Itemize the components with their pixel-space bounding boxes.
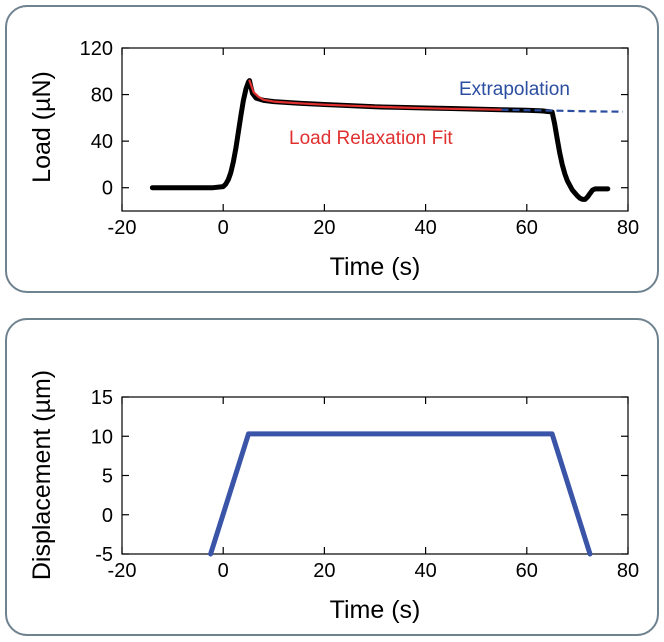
displacement-plot-frame [121,396,629,555]
displacement-y-tick-label: -5 [95,544,113,566]
displacement-y-axis-label: Displacement (µm) [28,370,56,580]
load-y-tick-label: 120 [80,38,113,60]
displacement-x-tick-label: -20 [108,560,137,582]
load-y-tick-label: 0 [102,178,113,200]
load-axes: -20 0 20 40 60 80 0 40 80 120 [80,38,640,239]
load-series-layer [149,78,623,202]
load-chart: -20 0 20 40 60 80 0 40 80 120 Extrapolation Load … [28,38,639,281]
load-series-line-1 [248,79,503,111]
load-x-tick-label: -20 [108,217,137,239]
displacement-x-tick-label: 0 [218,560,229,582]
load-y-tick-label: 80 [91,85,113,107]
load-x-tick-label: 80 [617,217,639,239]
load-plot-frame [121,47,629,212]
displacement-x-axis-label: Time (s) [330,596,421,624]
displacement-y-tick-label: 0 [102,505,113,527]
load-x-tick-label: 60 [516,217,538,239]
load-x-tick-label: 40 [414,217,436,239]
displacement-x-tick-label: 60 [516,560,538,582]
load-y-tick-label: 40 [91,131,113,153]
displacement-x-tick-label: 20 [313,560,335,582]
load-extrapolation-label: Extrapolation [459,79,570,100]
displacement-y-tick-label: 10 [91,426,113,448]
displacement-series-layer [208,431,593,557]
load-x-tick-label: 0 [218,217,229,239]
displacement-chart: -20 0 20 40 60 80 -5 0 5 10 15 Time (s) Displaceme… [28,370,639,624]
displacement-y-tick-label: 15 [91,387,113,409]
load-series-line-2 [501,108,623,113]
displacement-series-line-0 [208,431,593,557]
load-x-axis-label: Time (s) [330,253,421,281]
displacement-chart-panel [5,318,659,636]
load-x-tick-label: 20 [313,217,335,239]
load-y-axis-label: Load (µN) [28,71,56,183]
displacement-axes: -20 0 20 40 60 80 -5 0 5 10 15 [91,387,639,582]
displacement-x-tick-label: 80 [617,560,639,582]
displacement-x-tick-label: 40 [414,560,436,582]
load-fit-label: Load Relaxation Fit [289,128,453,149]
load-chart-panel [5,5,659,293]
displacement-y-tick-label: 5 [102,466,113,488]
